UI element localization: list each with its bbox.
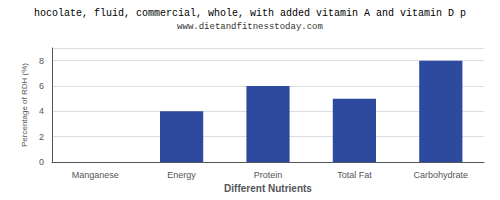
svg-text:Percentage of RDH (%): Percentage of RDH (%) — [20, 63, 29, 147]
svg-text:Different Nutrients: Different Nutrients — [224, 183, 312, 194]
svg-text:Protein: Protein — [254, 170, 283, 180]
svg-text:Manganese: Manganese — [72, 170, 119, 180]
svg-text:8: 8 — [39, 56, 44, 66]
svg-text:hocolate, fluid, commercial, w: hocolate, fluid, commercial, whole, with… — [34, 8, 466, 19]
svg-text:Total Fat: Total Fat — [337, 170, 372, 180]
svg-text:6: 6 — [39, 81, 44, 91]
svg-text:Carbohydrate: Carbohydrate — [414, 170, 469, 180]
svg-text:0: 0 — [39, 157, 44, 167]
svg-text:4: 4 — [39, 106, 44, 116]
svg-text:Energy: Energy — [167, 170, 196, 180]
svg-text:www.dietandfitnesstoday.com: www.dietandfitnesstoday.com — [177, 22, 323, 32]
svg-text:2: 2 — [39, 132, 44, 142]
